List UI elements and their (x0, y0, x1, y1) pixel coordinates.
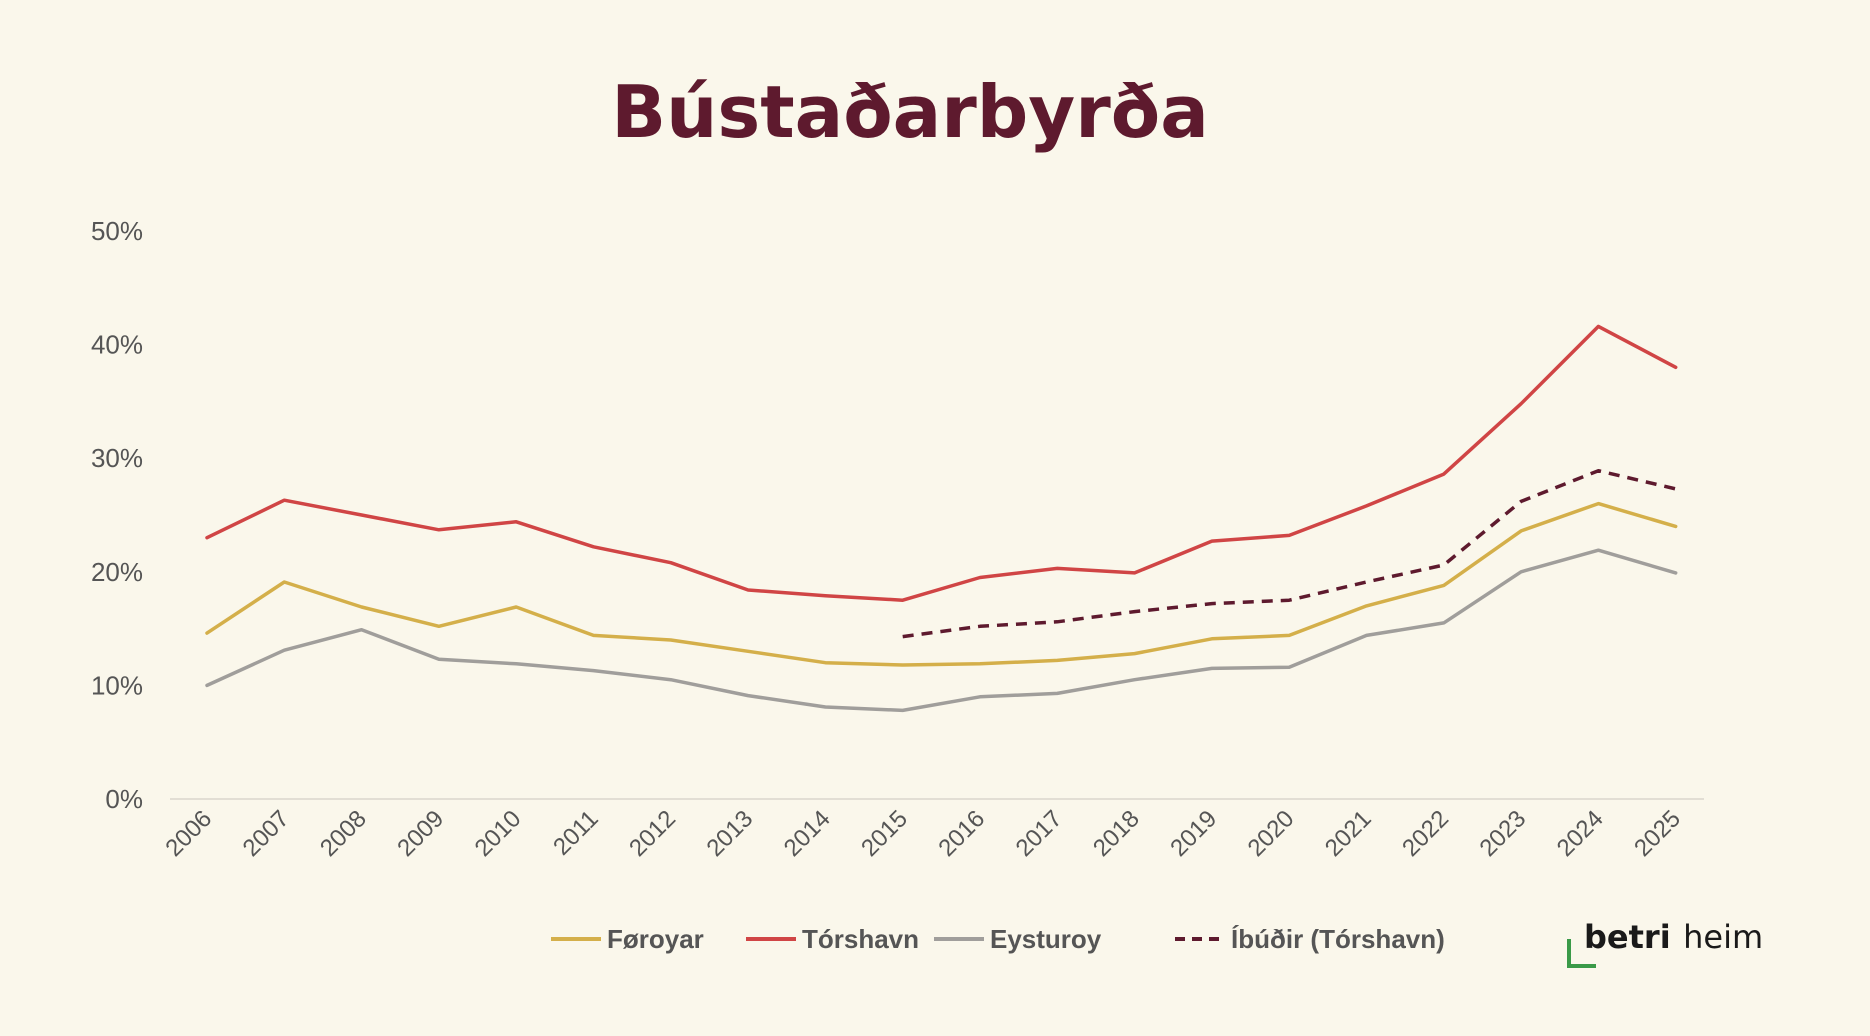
x-tick-label: 2017 (1011, 805, 1068, 862)
x-tick-label: 2014 (779, 805, 836, 862)
x-axis: 2006 2007 2008 2009 2010 2011 2012 2013 2014 2015… (160, 798, 1704, 862)
x-tick-label: 2013 (701, 805, 758, 862)
y-tick-label: 10% (91, 670, 143, 700)
y-tick-label: 50% (91, 216, 143, 246)
x-tick-label: 2006 (160, 805, 217, 862)
x-tick-label: 2022 (1397, 805, 1454, 862)
legend-label: Føroyar (607, 924, 704, 954)
x-tick-label: 2008 (315, 805, 372, 862)
y-tick-label: 30% (91, 443, 143, 473)
logo-text-bold: betri (1584, 918, 1671, 956)
plot-area (205, 324, 1678, 713)
legend-label: Íbúðir (Tórshavn) (1231, 924, 1445, 954)
x-tick-label: 2025 (1629, 805, 1686, 862)
x-tick-label: 2011 (548, 805, 604, 861)
chart-title: Bústaðarbyrða (611, 70, 1209, 154)
y-tick-label: 20% (91, 557, 143, 587)
x-tick-label: 2009 (392, 805, 449, 862)
y-tick-label: 0% (105, 784, 143, 814)
x-tick-label: 2021 (1320, 805, 1377, 862)
x-tick-label: 2020 (1243, 805, 1300, 862)
logo-text-light: heim (1683, 918, 1763, 956)
x-tick-label: 2024 (1552, 805, 1609, 862)
logo-text: betri heim (1584, 918, 1763, 956)
x-tick-label: 2016 (933, 805, 990, 862)
series-line-ibu-ir-torshavn (902, 468, 1677, 639)
legend-label: Eysturoy (990, 924, 1102, 954)
series-line-eysturoy (205, 548, 1678, 713)
x-tick-label: 2019 (1165, 805, 1222, 862)
legend-label: Tórshavn (802, 924, 919, 954)
logo-bracket-icon (1567, 939, 1596, 968)
y-axis: 0% 10% 20% 30% 40% 50% (91, 216, 143, 814)
legend: Føroyar Tórshavn Eysturoy Íbúðir (Tórshavn) (551, 924, 1445, 954)
series-line-torshavn (205, 324, 1678, 602)
x-tick-label: 2018 (1088, 805, 1145, 862)
x-tick-label: 2015 (856, 805, 913, 862)
logo: betri heim (1567, 918, 1763, 968)
x-tick-label: 2010 (470, 805, 527, 862)
y-tick-label: 40% (91, 330, 143, 360)
x-tick-label: 2023 (1474, 805, 1531, 862)
series-line-f-royar (205, 501, 1678, 667)
x-tick-label: 2007 (238, 805, 295, 862)
x-tick-label: 2012 (624, 805, 681, 862)
